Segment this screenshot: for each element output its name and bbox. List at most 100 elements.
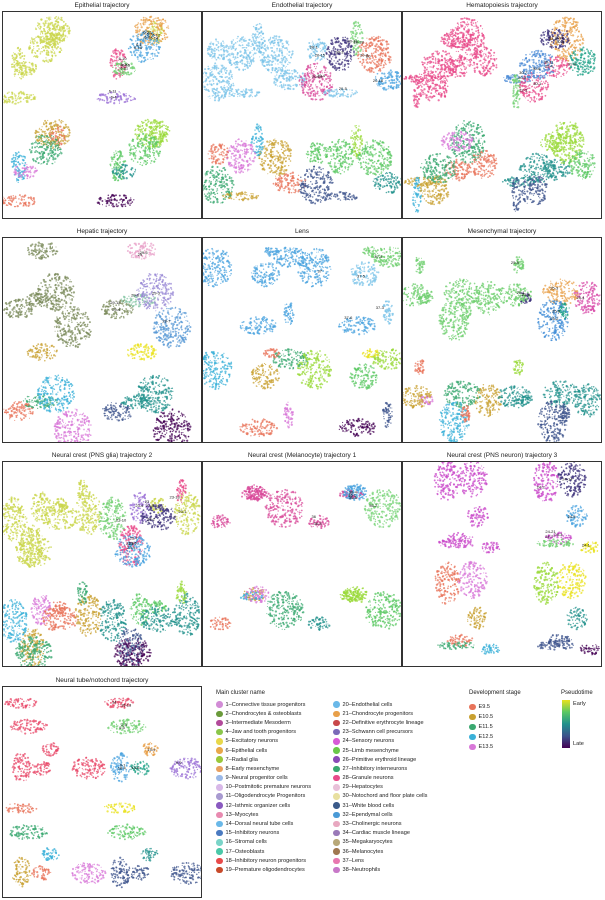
cluster-label: 30-1 (533, 81, 542, 86)
legend-label: 13–Myocytes (226, 812, 259, 818)
cluster-label: 23-9 (127, 545, 136, 550)
legend-swatch (333, 866, 340, 874)
legend-label: 17–Osteoblasts (226, 849, 265, 855)
cluster-label: 23-10 (116, 518, 127, 523)
cluster-label: 6-14 (150, 35, 159, 40)
cluster-label: 23-4 (135, 503, 144, 508)
legend-swatch (333, 765, 340, 773)
legend-swatch (469, 713, 476, 721)
legend-item: E12.5 (469, 732, 493, 742)
panel-mesenchymal: 25-8 25-4 25-3 25-2 25-5 25-6 25-1 (402, 237, 602, 443)
legend-item: 18–Inhibitory neuron progenitors (216, 856, 311, 865)
panel-pns-neuron: 24-21 24-5 24-7 24-1 24-14 24-2 24-3 (402, 461, 602, 667)
cluster-label: 30-3 (518, 75, 527, 80)
legend-label: E12.5 (479, 734, 494, 740)
cluster-label: 6-12 (152, 32, 161, 37)
legend-item: 5–Excitatory neurons (216, 737, 311, 746)
cluster-label: 29-6 (131, 293, 140, 298)
legend-swatch (216, 793, 223, 800)
legend-swatch (216, 701, 223, 708)
cluster-legend-column-2: 20–Endothelial cells 21–Chondrocyte proge… (333, 700, 427, 875)
panel-lens: 37-6 37-5 37-4 37 37-3 (202, 237, 402, 443)
legend-label: 8–Early mesenchyme (226, 766, 280, 772)
cluster-label: 25-4 (577, 295, 586, 300)
legend-item: 3–Intermediate Mesoderm (216, 718, 311, 727)
cluster-label: 37-3 (376, 305, 385, 310)
pseudotime-colorbar (562, 700, 570, 748)
legend-item: 35–Megakaryocytes (333, 838, 427, 847)
legend-swatch (216, 765, 223, 773)
legend-swatch (216, 802, 223, 809)
legend-swatch (333, 738, 340, 745)
cluster-label: 24-1 (582, 543, 591, 548)
legend-label: 5–Excitatory neurons (226, 738, 279, 744)
cluster-label: 6-30 (121, 62, 130, 67)
cluster-label: 20-4 (317, 73, 326, 78)
panel-hematopoiesis: 30-11 30-3 22-1 22-3 33-3 31-8 30-1 30-6 22-4 30-… (402, 11, 602, 219)
legend-item: 34–Cardiac muscle lineage (333, 829, 427, 838)
umap-plots: 6-326-7 6-1 6-306-15 6-4 6-126-86-16 6-10 6-21… (3, 15, 171, 208)
cluster-label: 37-4 (374, 254, 383, 259)
cluster-label: 15-9 (147, 747, 156, 752)
umap-plots: 30-11 30-3 22-1 22-3 33-3 31-8 30-1 30-6 22-4 30-… (403, 16, 597, 213)
legend-label: 9–Neural progenitor cells (226, 775, 288, 781)
panel-title-melanocyte: Neural crest (Melanocyte) trajectory 1 (202, 452, 402, 459)
panel-title-neural-tube: Neural tube/notochord trajectory (2, 677, 202, 684)
legend-swatch (333, 710, 340, 718)
cluster-label: 25-5 (522, 292, 531, 297)
legend-swatch (216, 866, 223, 874)
legend-swatch (333, 747, 340, 754)
cluster-label: 23-8 (146, 503, 155, 508)
legend-swatch (216, 848, 223, 855)
legend-label: 3–Intermediate Mesoderm (226, 720, 291, 726)
legend-item: 23–Schwann cell precursors (333, 728, 427, 737)
legend-swatch (216, 728, 223, 736)
panel-title-epithelial: Epithelial trajectory (2, 2, 202, 9)
legend-item: 11–Oligodendrocyte Progenitors (216, 792, 311, 801)
panel-title-hematopoiesis: Hematopoiesis trajectory (402, 2, 602, 9)
cluster-label: 20-16 (373, 78, 384, 83)
legend-item: 15–Inhibitory neurons (216, 829, 311, 838)
cluster-label: 24-21 (545, 529, 556, 534)
legend-swatch (216, 738, 223, 745)
cluster-label: 9-5 (119, 725, 126, 730)
cluster-label: 20-5 (339, 86, 348, 91)
legend-label: 6–Epithelial cells (226, 748, 268, 754)
cluster-label: 2-5 (121, 722, 128, 727)
legend-item: 2–Chondrocytes & osteoblasts (216, 709, 311, 718)
legend-item: 1–Connective tissue progenitors (216, 700, 311, 709)
cluster-label: 31-8 (568, 62, 577, 67)
legend-swatch (333, 848, 340, 855)
cluster-label: 20-11 (348, 39, 359, 44)
cluster-label: 20 (366, 53, 371, 58)
panel-title-hepatic: Hepatic trajectory (2, 228, 202, 235)
cluster-label: 14 (112, 700, 117, 705)
legend-item: 19–Premature oligodendrocytes (216, 865, 311, 874)
cluster-label: 25-3 (550, 286, 559, 291)
stage-legend: E9.5 E10.5 E11.5 E12.5 E13.5 (469, 702, 493, 752)
cluster-label: 29 (138, 252, 143, 257)
legend-label: 12–Isthmic organizer cells (226, 803, 291, 809)
cluster-label: 14-6 (131, 765, 140, 770)
legend-item: 24–Sensory neurons (333, 737, 427, 746)
panel-neural-tube: 14 9-1 2-5 15-9 9-9 14-6 15-13 18-4 9-5 (2, 686, 202, 898)
legend-label: E10.5 (479, 714, 494, 720)
panel-title-mesenchymal: Mesenchymal trajectory (402, 228, 602, 235)
cluster-label: 29-12 (110, 300, 121, 305)
cluster-label: 36-5 (349, 495, 358, 500)
cluster-label: 29-4 (112, 307, 121, 312)
legend-item: 22–Definitive erythrocyte lineage (333, 718, 427, 727)
legend-item: E10.5 (469, 712, 493, 722)
legend-swatch (333, 811, 340, 819)
legend-swatch (216, 784, 223, 791)
legend-label: 25–Limb mesenchyme (343, 748, 399, 754)
cluster-label: 30-11 (544, 60, 555, 65)
cluster-label: 6-21 (120, 66, 129, 71)
legend-swatch (333, 857, 340, 865)
cluster-label: 30-6 (532, 66, 541, 71)
cluster-label: 37-5 (357, 274, 366, 279)
legend-label: 14–Dorsal neural tube cells (226, 821, 294, 827)
legend-item: 32–Ependymal cells (333, 810, 427, 819)
legend-label: 19–Premature oligodendrocytes (226, 867, 305, 873)
legend-swatch (333, 719, 340, 727)
